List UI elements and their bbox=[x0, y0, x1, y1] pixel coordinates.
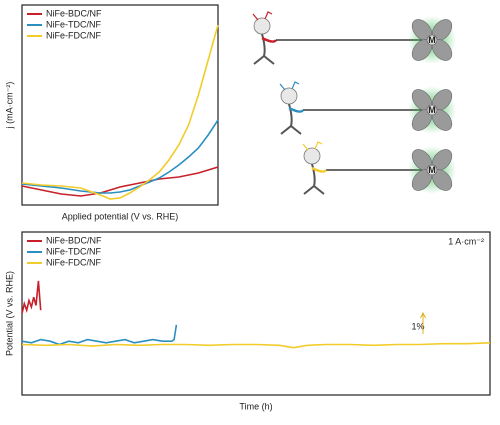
plot-frame bbox=[21, 4, 219, 206]
figure-head bbox=[253, 17, 271, 35]
substituent bbox=[279, 81, 300, 91]
series-line bbox=[21, 119, 219, 194]
legend-label: NiFe-TDC/NF bbox=[46, 19, 101, 29]
legend-label: NiFe-FDC/NF bbox=[46, 30, 101, 40]
annotation: 1 A·cm⁻² bbox=[448, 236, 484, 246]
legend-label: NiFe-TDC/NF bbox=[46, 246, 101, 256]
substituent bbox=[302, 141, 323, 151]
metal-center bbox=[426, 34, 438, 46]
metal-label: M bbox=[428, 165, 436, 175]
figure-body bbox=[303, 163, 325, 195]
metal-label: M bbox=[428, 35, 436, 45]
legend-label: NiFe-BDC/NF bbox=[46, 8, 102, 18]
illustration: M M M bbox=[252, 11, 456, 195]
legend-label: NiFe-FDC/NF bbox=[46, 257, 101, 267]
y-axis-label: Potential (V vs. RHE) bbox=[4, 271, 14, 356]
annotation-arrow bbox=[420, 311, 426, 334]
legend-label: NiFe-BDC/NF bbox=[46, 235, 102, 245]
figure-head bbox=[303, 147, 321, 165]
metal-center bbox=[426, 164, 438, 176]
series-line bbox=[21, 324, 178, 346]
series-line bbox=[21, 280, 42, 314]
series-line bbox=[21, 342, 491, 349]
x-axis-label: Applied potential (V vs. RHE) bbox=[62, 211, 179, 221]
metal-center bbox=[426, 104, 438, 116]
figure-arm bbox=[261, 36, 278, 43]
figure-head bbox=[280, 87, 298, 105]
figure-body bbox=[280, 103, 302, 135]
metal-label: M bbox=[428, 105, 436, 115]
figure-arm bbox=[288, 106, 305, 113]
substituent bbox=[252, 11, 273, 21]
annotation: 1% bbox=[411, 321, 424, 331]
y-axis-label: j (mA·cm⁻²) bbox=[4, 82, 14, 130]
x-axis-label: Time (h) bbox=[239, 401, 272, 411]
series-line bbox=[21, 24, 219, 200]
series-line bbox=[21, 166, 219, 197]
figure-arm bbox=[311, 166, 328, 173]
figure-body bbox=[253, 33, 275, 65]
